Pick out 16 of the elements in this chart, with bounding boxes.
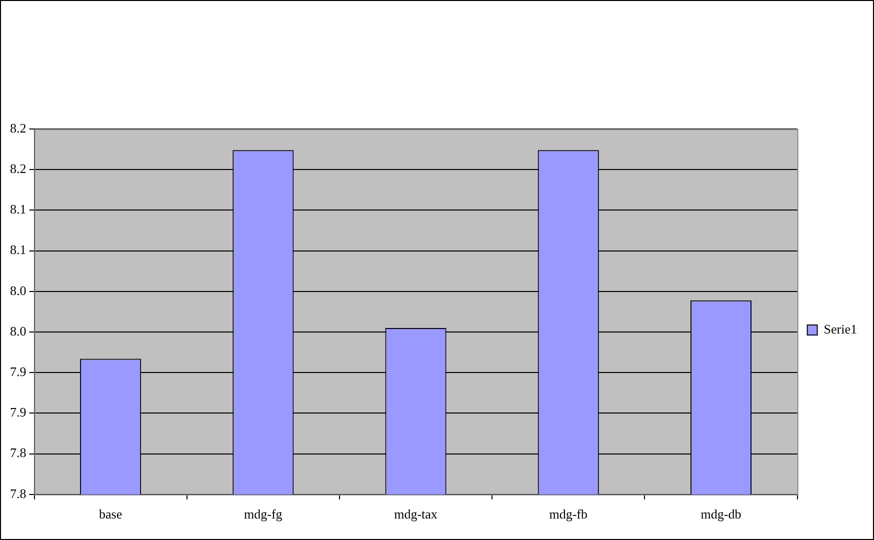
y-tick-label: 7.8: [10, 486, 26, 501]
y-tick-label: 8.0: [10, 282, 26, 298]
legend-label: Serie1: [824, 321, 858, 336]
y-tick-label: 7.9: [10, 404, 26, 420]
y-tick-label: 7.9: [10, 364, 26, 380]
y-tick-label: 8.2: [10, 161, 26, 176]
x-tick-label: base: [99, 506, 122, 522]
y-tick-label: 7.8: [10, 445, 26, 460]
y-tick-label: 8.0: [10, 323, 26, 338]
y-tick-label: 8.1: [10, 242, 26, 258]
x-tick-label: mdg-fb: [549, 506, 588, 522]
x-tick-label: mdg-db: [700, 506, 742, 522]
y-tick-label: 8.1: [10, 202, 26, 217]
x-tick-label: mdg-fg: [244, 506, 283, 522]
x-tick-label: mdg-tax: [394, 506, 438, 522]
y-tick-label: 8.2: [10, 120, 26, 136]
